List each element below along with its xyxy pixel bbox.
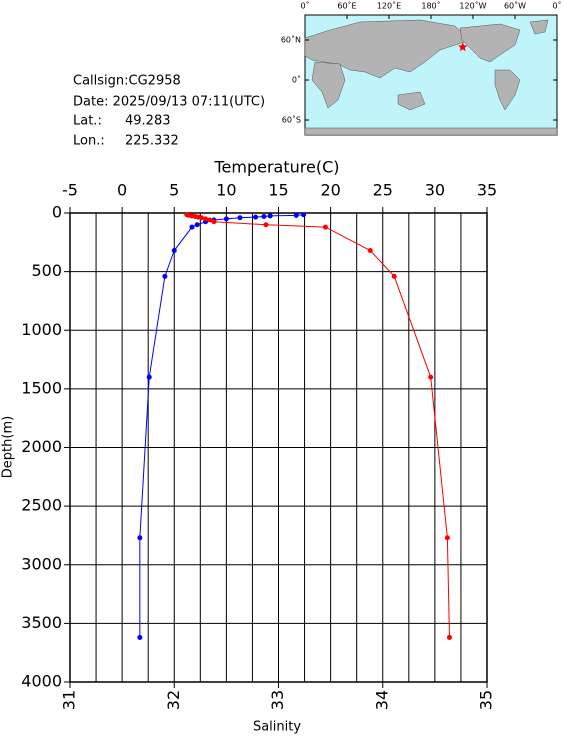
map-lon-label: 60˚E [337,1,356,11]
profile-point [267,213,273,219]
y-tick-label: 4000 [21,672,62,691]
map-lat-label: 0˚ [292,75,301,85]
profile-point [223,216,229,222]
y-tick-label: 3500 [21,613,62,632]
profile-point [171,248,177,254]
x2-tick-label: 33 [268,690,287,710]
profile-point [444,535,450,541]
map [304,14,558,136]
profile-point [367,248,373,254]
map-lat-label: 60˚S [282,115,301,125]
map-lon-label: 120˚E [377,1,401,11]
profile-point [261,214,267,220]
y-tick-label: 2000 [21,437,62,456]
x-tick-label: 10 [216,181,236,200]
x-tick-label: -5 [62,181,78,200]
profile-point [428,374,434,380]
profile-point [446,634,452,640]
x-axis-title-top: Temperature(C) [213,158,339,177]
x-tick-label: 30 [425,181,445,200]
callsign: Callsign:CG2958 [73,74,181,89]
station-marker [458,42,468,52]
profile-point [203,216,209,222]
x-tick-label: 5 [169,181,179,200]
x2-tick-label: 32 [164,690,183,710]
date: Date: 2025/09/13 07:11(UTC) [73,95,265,110]
profile-point [189,224,195,230]
y-tick-label: 0 [52,203,62,222]
profile-point [198,215,204,221]
y-tick-label: 2500 [21,496,62,515]
lat-label: Lat.: [73,114,102,129]
map-lon-label: 0˚ [552,1,561,11]
profile-point [137,634,143,640]
y-tick-label: 1500 [21,378,62,397]
profile-point [146,374,152,380]
map-lon-label: 60˚W [504,1,526,11]
x-tick-label: 20 [320,181,340,200]
x-tick-label: 0 [117,181,127,200]
lon-label: Lon.: [73,134,105,149]
info: Callsign:CG2958 Date: 2025/09/13 07:11(U… [73,74,265,149]
y-tick-label: 3000 [21,554,62,573]
x-tick-label: 25 [373,181,393,200]
profile-point [322,224,328,230]
profile-point [162,273,168,279]
lat-value: 49.283 [125,114,171,129]
x2-tick-label: 35 [477,690,496,710]
map-lon-label: 0˚ [300,1,309,11]
x-axis-title-bottom: Salinity [253,720,301,735]
y-tick-label: 1000 [21,320,62,339]
land [304,19,558,136]
y-axis-title: Depth(m) [1,416,16,478]
x-tick-label: 35 [477,181,497,200]
map-lat-label: 60˚N [281,34,301,44]
profile-point [253,214,259,220]
profile-point [391,273,397,279]
x-tick-label: 15 [268,181,288,200]
map-lon-label: 180˚ [421,1,440,11]
profile-point [211,219,217,225]
profile-point [301,212,307,218]
profile-point [137,535,143,541]
profile-point [263,222,269,228]
lon-value: 225.332 [125,134,179,149]
x2-tick-label: 34 [372,690,391,710]
map-lon-label: 120˚W [459,1,486,11]
profile-point [237,215,243,221]
profile-point [207,217,213,223]
profile-point [293,212,299,218]
profile-point [194,222,200,228]
x2-tick-label: 31 [60,690,79,710]
y-tick-label: 500 [31,261,62,280]
